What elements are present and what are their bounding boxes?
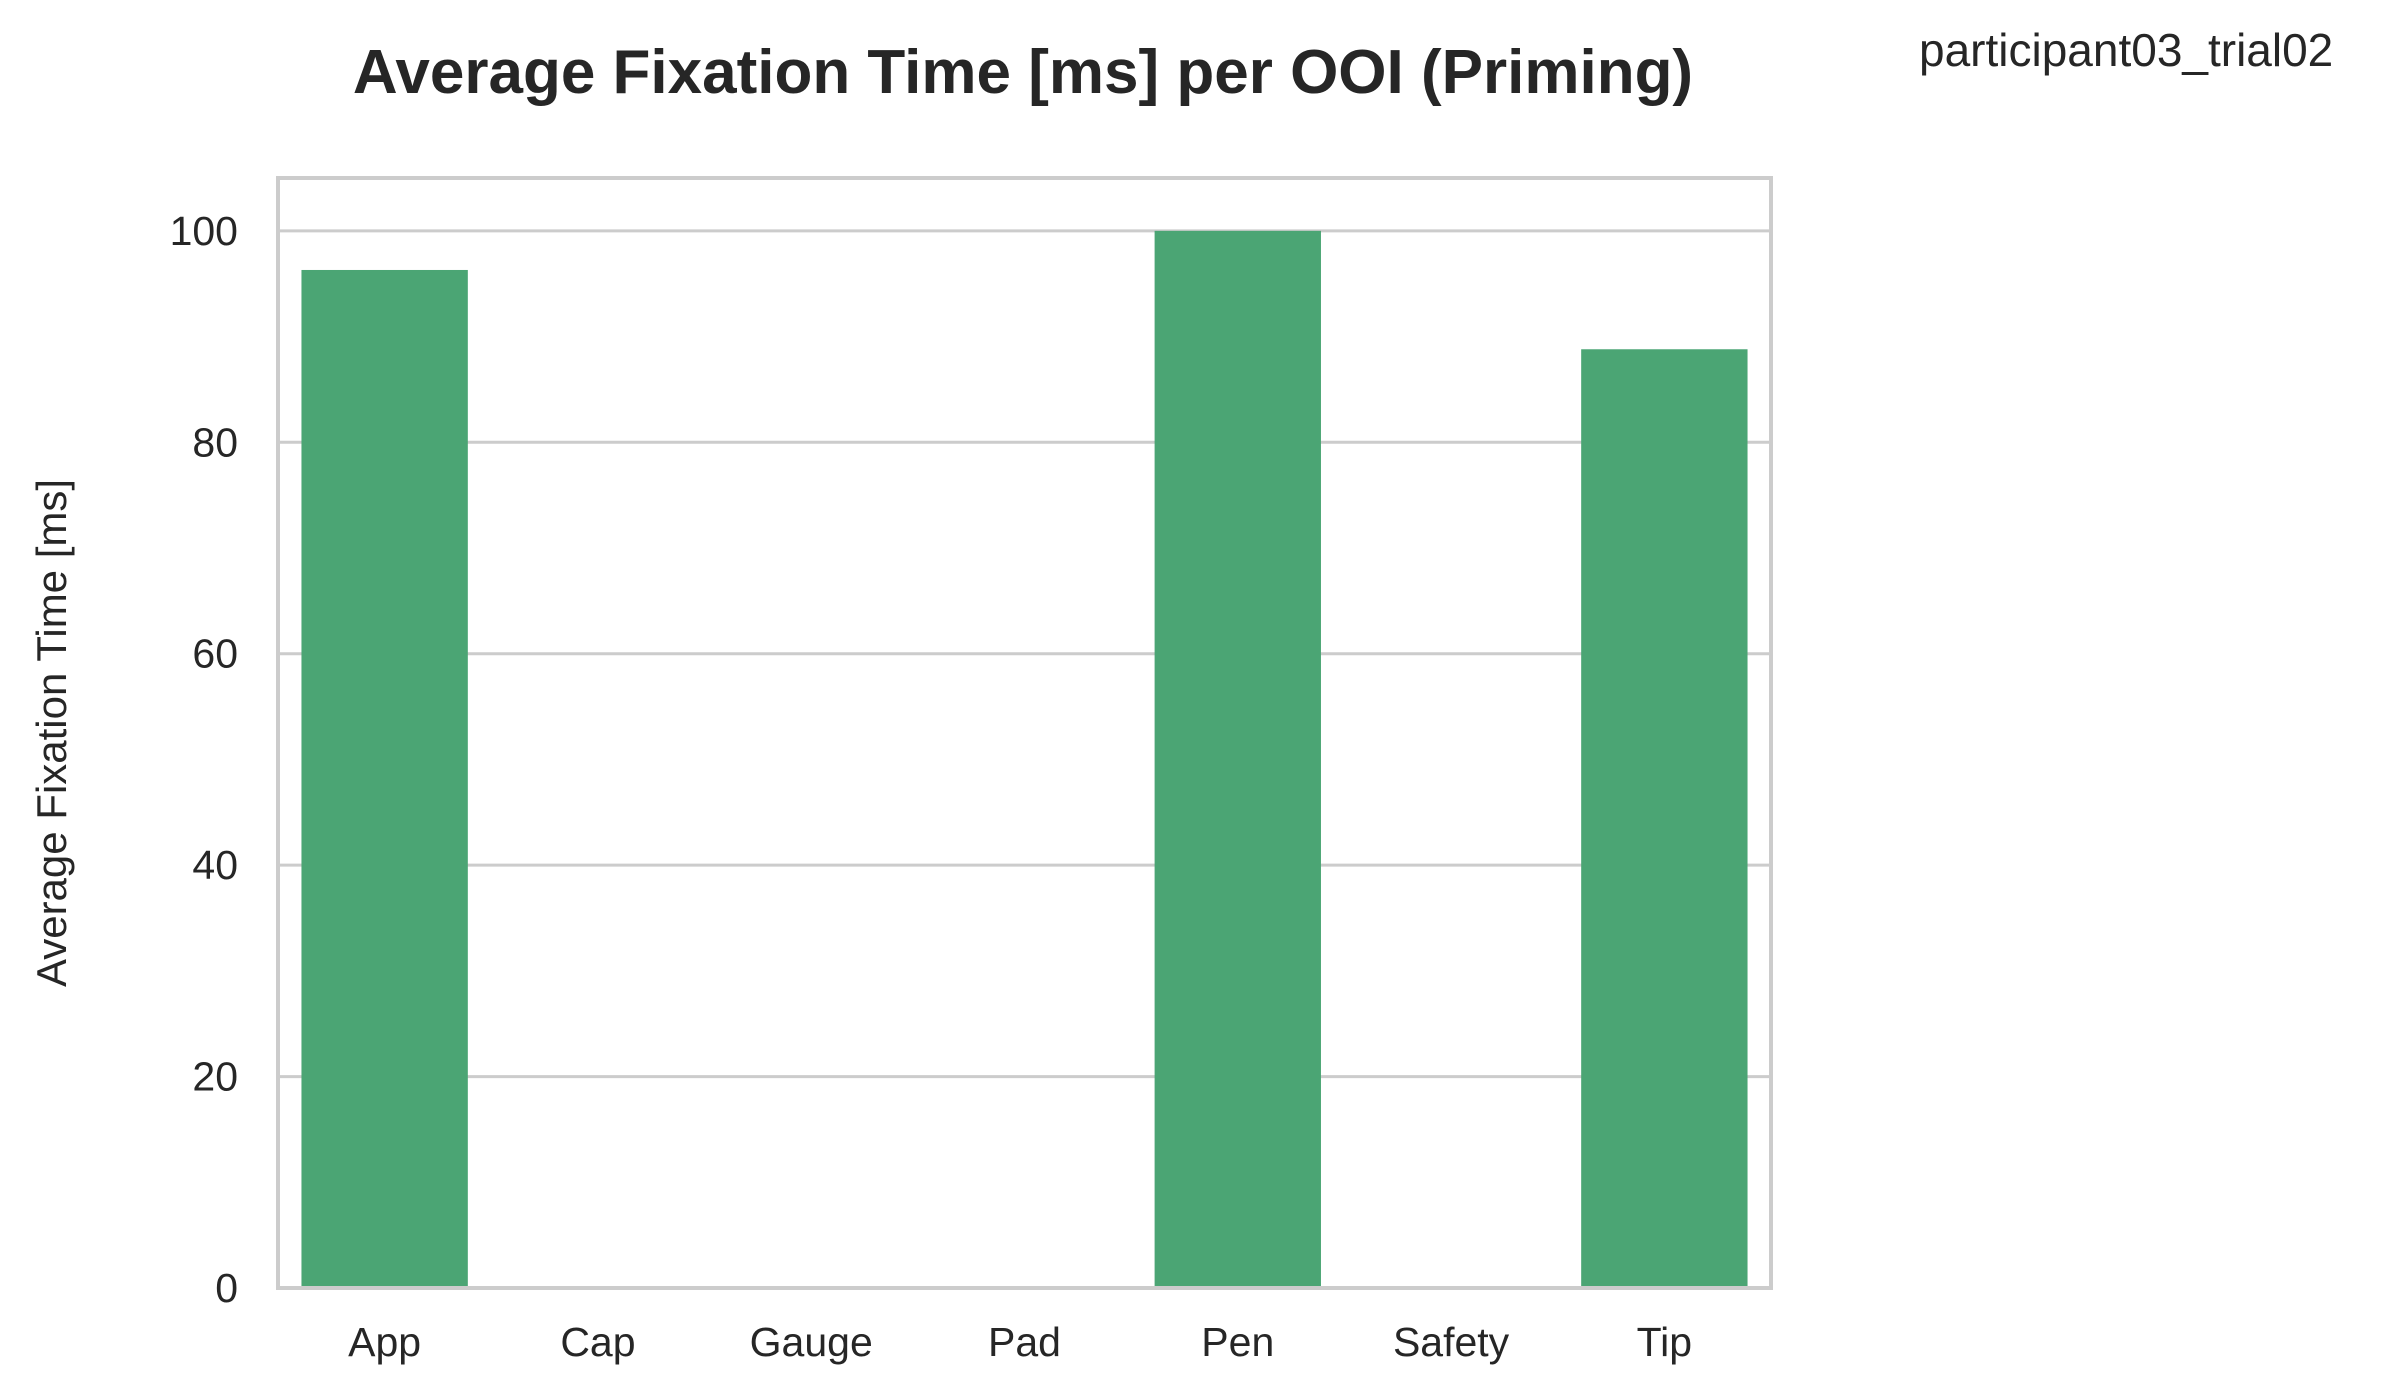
bar-app <box>301 269 468 1288</box>
y-tick-label-40: 40 <box>192 842 238 888</box>
y-tick-label-80: 80 <box>192 419 238 465</box>
x-tick-labels: App Cap Gauge Pad Pen Safety Tip <box>348 1319 1692 1365</box>
x-tick-label-safety: Safety <box>1393 1319 1510 1365</box>
y-tick-label-100: 100 <box>170 208 238 254</box>
y-tick-label-60: 60 <box>192 631 238 677</box>
x-tick-label-pad: Pad <box>988 1319 1061 1365</box>
x-tick-label-pen: Pen <box>1201 1319 1274 1365</box>
x-tick-label-app: App <box>348 1319 421 1365</box>
y-tick-label-20: 20 <box>192 1054 238 1100</box>
x-tick-label-tip: Tip <box>1637 1319 1692 1365</box>
x-tick-label-cap: Cap <box>560 1319 635 1365</box>
bar-tip <box>1581 349 1748 1288</box>
chart-title: Average Fixation Time [ms] per OOI (Prim… <box>353 38 1693 107</box>
bar-pen <box>1154 230 1321 1288</box>
participant-trial-label: participant03_trial02 <box>1919 24 2333 76</box>
bars <box>301 230 1748 1288</box>
plot-frame <box>276 176 1773 1290</box>
y-axis-label: Average Fixation Time [ms] <box>28 479 75 987</box>
x-tick-label-gauge: Gauge <box>750 1319 873 1365</box>
y-tick-labels: 0 20 40 60 80 100 <box>170 208 238 1311</box>
y-tick-label-0: 0 <box>215 1265 238 1311</box>
